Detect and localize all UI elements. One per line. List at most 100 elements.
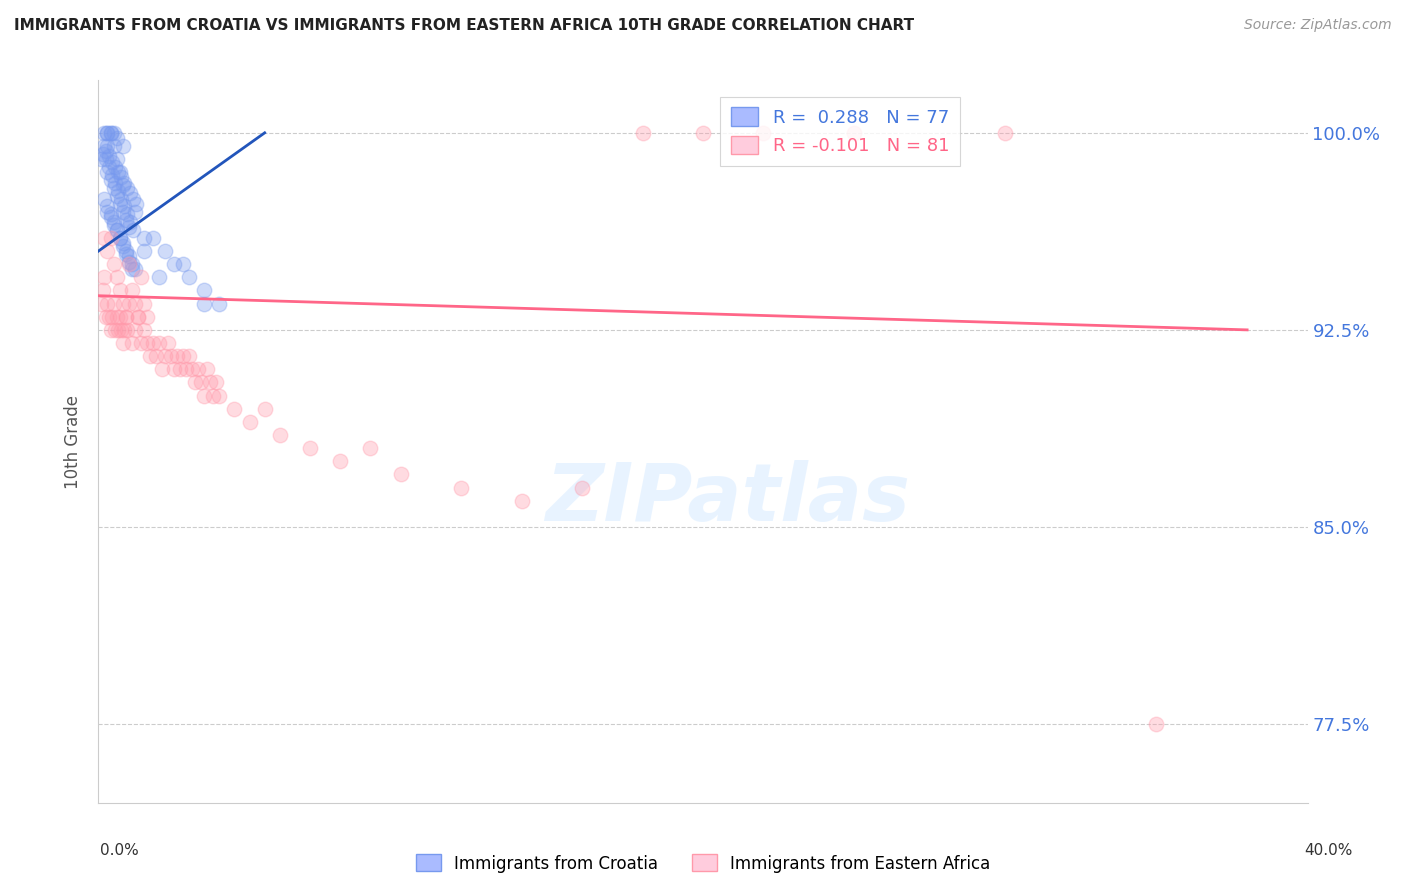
Point — [184, 376, 207, 390]
Point — [844, 126, 866, 140]
Y-axis label: 10th Grade: 10th Grade — [65, 394, 83, 489]
Point — [172, 349, 194, 363]
Point — [91, 284, 114, 298]
Point — [193, 284, 215, 298]
Point — [93, 231, 115, 245]
Point — [148, 336, 170, 351]
Point — [98, 149, 121, 163]
Point — [96, 296, 118, 310]
Point — [90, 152, 112, 166]
Point — [111, 239, 134, 253]
Point — [160, 349, 183, 363]
Point — [93, 270, 115, 285]
Point — [94, 145, 117, 159]
Point — [142, 336, 165, 351]
Point — [139, 349, 162, 363]
Point — [752, 126, 775, 140]
Point — [105, 223, 128, 237]
Point — [121, 284, 143, 298]
Point — [124, 323, 146, 337]
Point — [202, 388, 225, 402]
Text: 0.0%: 0.0% — [100, 843, 139, 858]
Point — [190, 376, 212, 390]
Legend: Immigrants from Croatia, Immigrants from Eastern Africa: Immigrants from Croatia, Immigrants from… — [409, 847, 997, 880]
Point — [115, 207, 138, 221]
Point — [110, 323, 132, 337]
Point — [100, 173, 122, 187]
Point — [96, 204, 118, 219]
Point — [114, 310, 136, 324]
Text: IMMIGRANTS FROM CROATIA VS IMMIGRANTS FROM EASTERN AFRICA 10TH GRADE CORRELATION: IMMIGRANTS FROM CROATIA VS IMMIGRANTS FR… — [14, 18, 914, 33]
Point — [111, 296, 134, 310]
Point — [96, 244, 118, 258]
Point — [994, 126, 1017, 140]
Point — [90, 296, 112, 310]
Point — [132, 296, 155, 310]
Point — [112, 199, 135, 213]
Point — [111, 139, 134, 153]
Point — [103, 181, 125, 195]
Point — [100, 207, 122, 221]
Point — [132, 231, 155, 245]
Point — [129, 336, 152, 351]
Point — [110, 170, 132, 185]
Point — [120, 215, 142, 229]
Point — [96, 199, 118, 213]
Point — [148, 270, 170, 285]
Point — [121, 257, 143, 271]
Point — [156, 336, 179, 351]
Point — [104, 176, 127, 190]
Point — [114, 212, 136, 227]
Point — [98, 160, 121, 174]
Point — [129, 270, 152, 285]
Point — [150, 362, 173, 376]
Point — [96, 126, 118, 140]
Point — [114, 244, 136, 258]
Point — [142, 231, 165, 245]
Point — [112, 323, 135, 337]
Point — [253, 401, 276, 416]
Point — [208, 388, 231, 402]
Point — [118, 220, 141, 235]
Point — [195, 362, 218, 376]
Point — [100, 210, 122, 224]
Point — [115, 323, 138, 337]
Point — [107, 323, 129, 337]
Point — [103, 215, 125, 229]
Point — [114, 310, 136, 324]
Point — [121, 336, 143, 351]
Point — [93, 192, 115, 206]
Point — [132, 244, 155, 258]
Point — [118, 254, 141, 268]
Point — [105, 270, 128, 285]
Point — [91, 146, 114, 161]
Point — [101, 168, 124, 182]
Point — [111, 336, 134, 351]
Point — [122, 192, 145, 206]
Point — [94, 310, 117, 324]
Point — [135, 310, 157, 324]
Point — [174, 362, 197, 376]
Point — [105, 223, 128, 237]
Point — [120, 186, 142, 201]
Point — [122, 223, 145, 237]
Point — [101, 310, 124, 324]
Point — [450, 481, 472, 495]
Point — [200, 376, 222, 390]
Point — [103, 139, 125, 153]
Point — [111, 178, 134, 193]
Point — [224, 401, 246, 416]
Point — [124, 296, 146, 310]
Point — [94, 152, 117, 166]
Point — [299, 441, 322, 455]
Point — [153, 244, 176, 258]
Point — [103, 126, 125, 140]
Point — [571, 481, 593, 495]
Point — [166, 349, 188, 363]
Point — [108, 231, 131, 245]
Text: ZIPatlas: ZIPatlas — [544, 460, 910, 539]
Point — [135, 336, 157, 351]
Point — [121, 262, 143, 277]
Point — [101, 154, 124, 169]
Point — [193, 388, 215, 402]
